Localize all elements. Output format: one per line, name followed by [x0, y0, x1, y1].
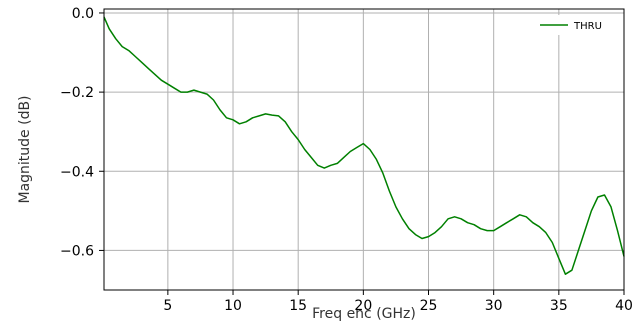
y-axis-label: Magnitude (dB) [17, 95, 33, 203]
tick-layer: 5 10 15 20 25 30 35 40 0.0 −0.2 −0.4 −0.6 [60, 6, 633, 314]
series-line-thru [103, 16, 625, 275]
x-tick-label: 25 [420, 298, 438, 314]
y-tick-label: −0.4 [60, 164, 94, 180]
x-tick-label: 5 [163, 298, 172, 314]
x-tick-label: 10 [224, 298, 242, 314]
x-tick-label: 35 [550, 298, 568, 314]
x-tick-label: 20 [354, 298, 372, 314]
y-tick-label: −0.6 [60, 243, 94, 259]
series-layer [103, 16, 625, 275]
y-tick-label: −0.2 [60, 85, 94, 101]
plot-frame [103, 8, 625, 291]
x-axis-label: Freq enc (GHz) [312, 306, 416, 322]
grid [104, 9, 625, 290]
x-tick-label: 30 [485, 298, 503, 314]
y-tick-label: 0.0 [72, 6, 94, 22]
x-tick-label: 40 [615, 298, 633, 314]
x-tick-label: 15 [289, 298, 307, 314]
legend-box [532, 15, 618, 35]
legend: THRU [532, 15, 618, 35]
legend-label-thru: THRU [573, 21, 602, 32]
